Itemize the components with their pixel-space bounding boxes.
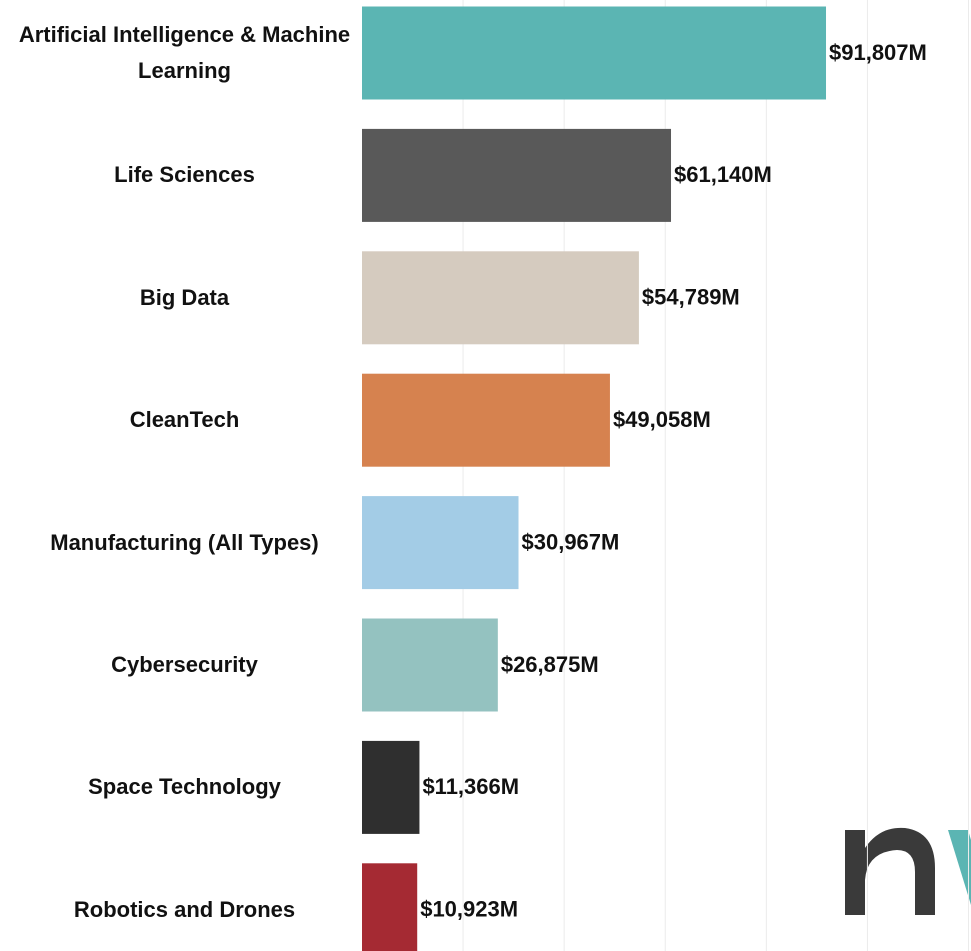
bar bbox=[362, 251, 639, 345]
logo-n bbox=[845, 827, 935, 915]
bar bbox=[362, 740, 420, 834]
category-label: Artificial Intelligence & Machine Learni… bbox=[18, 22, 351, 83]
value-label: $26,875M bbox=[501, 652, 599, 677]
bar bbox=[362, 128, 672, 222]
category-label: Manufacturing (All Types) bbox=[50, 529, 319, 555]
logo-v bbox=[948, 830, 971, 905]
bar bbox=[362, 496, 519, 590]
category-label: Big Data bbox=[139, 284, 230, 310]
category-label: Life Sciences bbox=[114, 162, 255, 188]
value-label: $11,366M bbox=[422, 774, 519, 799]
value-label: $10,923M bbox=[420, 897, 518, 922]
logo bbox=[845, 827, 971, 915]
category-label: Robotics and Drones bbox=[73, 896, 296, 922]
category-label: Cybersecurity bbox=[111, 652, 258, 677]
value-label: $54,789M bbox=[642, 285, 740, 310]
value-label: $91,807M bbox=[829, 40, 927, 65]
bar bbox=[362, 863, 418, 951]
category-label: CleanTech bbox=[129, 407, 240, 433]
category-label: Space Technology bbox=[88, 774, 281, 800]
value-label: $49,058M bbox=[613, 407, 711, 432]
bar bbox=[362, 618, 498, 712]
value-label: $30,967M bbox=[522, 529, 620, 554]
bar bbox=[362, 373, 610, 467]
bar bbox=[362, 6, 827, 100]
value-label: $61,140M bbox=[674, 162, 772, 187]
